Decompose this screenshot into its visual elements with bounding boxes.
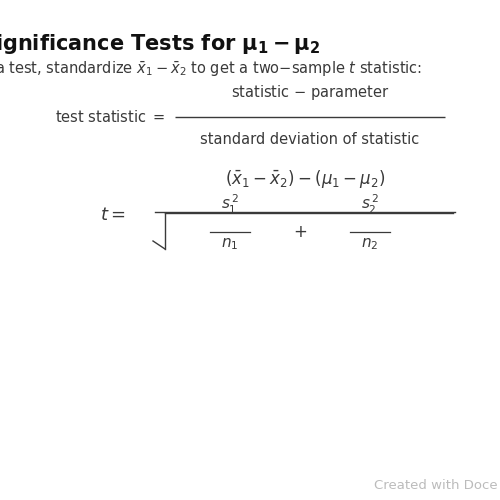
Text: a test, standardize $\bar{x}_1 - \bar{x}_2$ to get a two$\mathsf{-}$sample $t$ s: a test, standardize $\bar{x}_1 - \bar{x}… [0, 60, 422, 79]
Text: $n_2$: $n_2$ [362, 236, 378, 252]
Text: Created with Doce: Created with Doce [374, 479, 498, 492]
Text: test statistic $=$: test statistic $=$ [55, 109, 166, 125]
Text: $s_2^{\,2}$: $s_2^{\,2}$ [361, 193, 379, 216]
Text: statistic $-$ parameter: statistic $-$ parameter [231, 83, 389, 102]
Text: $(\bar{x}_1-\bar{x}_2)-(\mu_1-\mu_2)$: $(\bar{x}_1-\bar{x}_2)-(\mu_1-\mu_2)$ [224, 168, 386, 190]
Text: standard deviation of statistic: standard deviation of statistic [200, 132, 420, 147]
Text: $t=$: $t=$ [100, 206, 126, 224]
Text: ignificance Tests for $\mathbf{\mu_1 - \mu_2}$: ignificance Tests for $\mathbf{\mu_1 - \… [0, 32, 320, 56]
Text: $s_1^{\,2}$: $s_1^{\,2}$ [221, 193, 239, 216]
Text: $n_1$: $n_1$ [222, 236, 238, 252]
Text: $+$: $+$ [293, 223, 307, 241]
